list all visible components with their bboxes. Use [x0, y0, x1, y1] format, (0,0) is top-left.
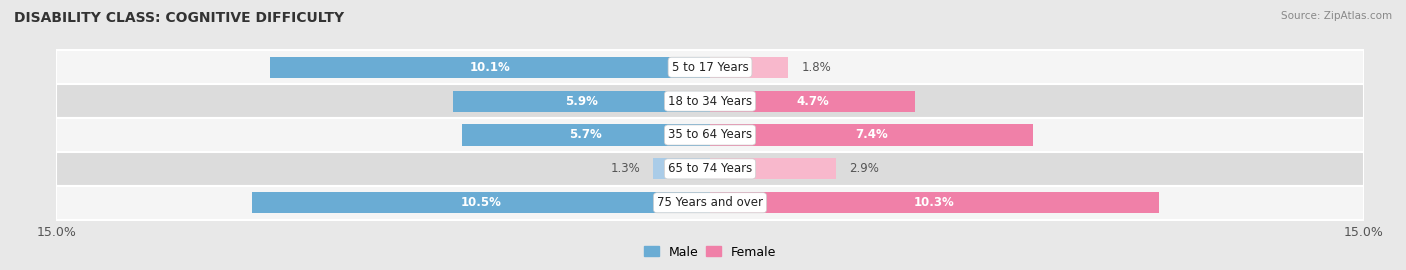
Text: 7.4%: 7.4% — [855, 129, 887, 141]
Bar — [710, 158, 837, 179]
Bar — [56, 152, 1364, 186]
Bar — [56, 118, 1364, 152]
Text: 10.3%: 10.3% — [914, 196, 955, 209]
Bar — [710, 192, 1159, 213]
Bar — [56, 84, 1364, 118]
Text: 65 to 74 Years: 65 to 74 Years — [668, 162, 752, 176]
Text: 18 to 34 Years: 18 to 34 Years — [668, 94, 752, 108]
Text: 5 to 17 Years: 5 to 17 Years — [672, 61, 748, 74]
Text: 10.5%: 10.5% — [461, 196, 502, 209]
Text: 5.7%: 5.7% — [569, 129, 602, 141]
Bar — [56, 50, 1364, 84]
Bar — [461, 124, 710, 146]
Bar — [270, 57, 710, 78]
Bar — [710, 124, 1032, 146]
Bar — [710, 91, 915, 112]
Text: 10.1%: 10.1% — [470, 61, 510, 74]
Text: 4.7%: 4.7% — [796, 94, 828, 108]
Bar — [453, 91, 710, 112]
Text: Source: ZipAtlas.com: Source: ZipAtlas.com — [1281, 11, 1392, 21]
Bar — [710, 57, 789, 78]
Bar — [253, 192, 710, 213]
Text: 5.9%: 5.9% — [565, 94, 598, 108]
Text: 35 to 64 Years: 35 to 64 Years — [668, 129, 752, 141]
Text: 1.8%: 1.8% — [801, 61, 831, 74]
Text: DISABILITY CLASS: COGNITIVE DIFFICULTY: DISABILITY CLASS: COGNITIVE DIFFICULTY — [14, 11, 344, 25]
Bar — [654, 158, 710, 179]
Bar — [56, 186, 1364, 220]
Legend: Male, Female: Male, Female — [638, 241, 782, 264]
Text: 1.3%: 1.3% — [610, 162, 640, 176]
Text: 2.9%: 2.9% — [849, 162, 879, 176]
Text: 75 Years and over: 75 Years and over — [657, 196, 763, 209]
